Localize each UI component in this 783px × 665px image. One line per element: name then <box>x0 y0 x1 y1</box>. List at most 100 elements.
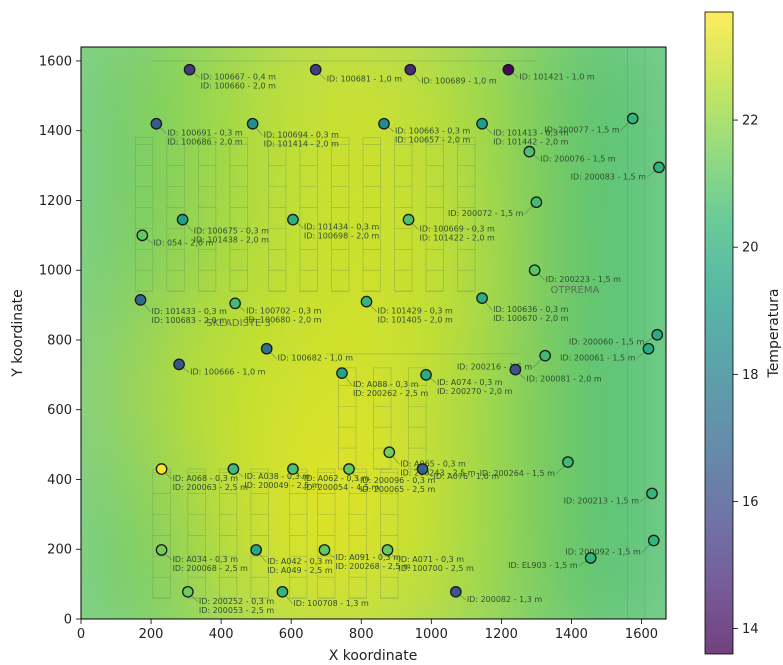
point-label: ID: 200216 - 1,5 m <box>457 363 533 372</box>
sensor-point <box>647 534 660 547</box>
point-labels: ID: 100667 - 0,4 m ID: 100660 - 2,0 m ID: … <box>152 73 647 615</box>
point-label: ID: A034 - 0,3 m ID: 200068 - 2,5 m <box>173 555 249 573</box>
room-labels: SKLADIŠTE 3 OTPREMA <box>206 285 599 329</box>
sensor-point <box>584 552 597 564</box>
y-tick-label: 1000 <box>39 264 72 279</box>
point-label: ID: 200092 - 1,5 m <box>565 548 641 557</box>
x-tick-label: 800 <box>349 627 374 642</box>
point-label: ID: 100663 - 0,3 m ID: 100657 - 2,0 m <box>395 127 471 145</box>
sensor-point <box>476 117 488 130</box>
colorbar-title: Temperatura <box>766 289 782 379</box>
y-tick-label: 0 <box>64 613 72 628</box>
point-label: ID: 100667 - 0,4 m ID: 100660 - 2,0 m <box>201 73 277 91</box>
y-tick-label: 1400 <box>39 124 72 139</box>
sensor-point <box>176 213 189 226</box>
sensor-point <box>136 229 149 242</box>
sensor-point <box>476 292 488 304</box>
sensor-point <box>530 196 543 209</box>
point-label: ID: 054 - 2,0 m <box>153 238 213 247</box>
point-label: ID: A074 - 0,3 m ID: 200270 - 2,0 m <box>437 378 513 396</box>
point-label: ID: A091 - 0,3 m ID: 200268 - 2,5 m <box>335 553 411 571</box>
sensor-point <box>318 544 331 556</box>
point-label: ID: A071 - 0,3 m ID: 100700 - 2,5 m <box>399 555 475 573</box>
sensor-points <box>134 63 665 598</box>
point-label: ID: 101413 - 0,3 m ID: 101442 - 2,0 m <box>493 129 569 147</box>
sensor-point <box>378 117 390 130</box>
point-label: ID: 100669 - 0,3 m ID: 101422 - 2,0 m <box>420 225 496 243</box>
point-label: ID: A038 - 0,3 m ID: 200049 - 2,5 m <box>244 472 320 490</box>
colorbar-gradient <box>704 11 734 655</box>
sensor-point <box>173 358 185 371</box>
colorbar-tick-label: 14 <box>742 622 759 637</box>
x-axis-title: X koordinate <box>329 648 418 664</box>
point-label: ID: 100702 - 0,3 m ID: 100680 - 2,0 m <box>246 306 322 324</box>
sensor-point <box>287 463 299 475</box>
point-label: ID: 101433 - 0,3 m ID: 100683 - 2,0 m <box>152 307 228 325</box>
point-label: ID: 101434 - 0,3 m ID: 100698 - 2,0 m <box>304 223 380 241</box>
sensor-point <box>276 585 289 598</box>
sensor-point <box>502 63 515 76</box>
point-label: ID: A088 - 0,3 m ID: 200262 - 2,5 m <box>353 380 429 398</box>
sensor-point <box>134 294 147 306</box>
point-label: ID: A062 - 0,3 m ID: 200054 - 4,5 m <box>304 474 380 492</box>
x-tick-label: 600 <box>279 627 304 642</box>
point-label: ID: 200060 - 1,5 m <box>569 338 645 347</box>
sensor-point <box>246 117 259 130</box>
sensor-point <box>449 585 462 598</box>
sensor-point <box>416 463 429 475</box>
sensor-point <box>229 297 241 310</box>
point-label: ID: 200223 - 1,5 m <box>546 275 622 284</box>
room-label: SKLADIŠTE 3 <box>206 316 271 329</box>
point-label: ID: A076 - 1,0 m <box>434 472 500 481</box>
sensor-point <box>528 264 541 277</box>
sensor-point <box>562 456 574 468</box>
sensor-point <box>404 63 417 76</box>
sensor-point <box>155 463 168 475</box>
x-tick-label: 0 <box>77 627 85 642</box>
sensor-point <box>646 487 658 500</box>
sensor-point <box>287 213 299 226</box>
point-label: ID: 101429 - 0,3 m ID: 101405 - 2,0 m <box>377 307 453 325</box>
plot-area: SKLADIŠTE 3 OTPREMA ID: 100667 - 0,4 m ID:… <box>80 46 667 620</box>
colorbar-ticks: 14 16 18 20 22 <box>733 114 759 637</box>
plot-frame <box>80 46 667 620</box>
point-label: ID: 100675 - 0,3 m ID: 101438 - 2,0 m <box>194 227 270 245</box>
y-axis: 0 200 400 600 800 1000 1200 1400 1600 <box>39 54 81 628</box>
y-tick-label: 600 <box>47 403 72 418</box>
point-label: ID: 100666 - 1,0 m <box>190 367 266 376</box>
sensor-point <box>523 145 536 158</box>
sensor-point <box>626 112 639 125</box>
sensor-point <box>150 117 163 130</box>
sensor-point <box>260 342 273 355</box>
x-tick-label: 1000 <box>415 627 448 642</box>
y-tick-label: 1200 <box>39 194 72 209</box>
heatmap-layer <box>81 47 666 619</box>
sensor-point <box>651 328 664 341</box>
colorbar-tick-label: 18 <box>742 368 759 383</box>
sensor-point <box>360 295 373 308</box>
point-label: ID: A065 - 0,3 m ID: 200243 - 2,5 m <box>400 459 476 477</box>
colorbar: 14 16 18 20 22 Temperatura <box>704 11 782 655</box>
sensor-point <box>509 363 522 376</box>
point-label: ID: 100691 - 0,3 m ID: 100686 - 2,0 m <box>167 129 243 147</box>
point-label: ID: 200252 - 0,3 m ID: 200053 - 2,5 m <box>199 597 275 615</box>
sensor-point <box>402 213 415 226</box>
x-axis: 0 200 400 600 800 1000 1200 1400 1600 <box>77 619 658 642</box>
point-label: ID: A068 - 0,3 m ID: 200063 - 2,5 m <box>173 474 249 492</box>
colorbar-tick-label: 22 <box>742 114 759 129</box>
point-label: ID: 100636 - 0,3 m ID: 100670 - 2,0 m <box>493 305 569 323</box>
y-tick-label: 400 <box>47 473 72 488</box>
x-tick-label: 200 <box>139 627 164 642</box>
room-label: OTPREMA <box>551 285 600 296</box>
point-label: ID: 200061 - 1,5 m <box>560 354 636 363</box>
point-label: ID: 200076 - 1,5 m <box>540 155 616 164</box>
sensor-point <box>250 544 262 556</box>
point-label: ID: 101421 - 1,0 m <box>519 73 595 82</box>
point-label: ID: 100689 - 1,0 m <box>421 77 497 86</box>
colorbar-tick-label: 20 <box>742 241 759 256</box>
sensor-point <box>539 349 551 362</box>
y-axis-title: Y koordinate <box>10 289 26 378</box>
sensor-point <box>642 342 655 355</box>
point-label: ID: A042 - 0,3 m ID: A049 - 2,5 m <box>267 557 333 575</box>
